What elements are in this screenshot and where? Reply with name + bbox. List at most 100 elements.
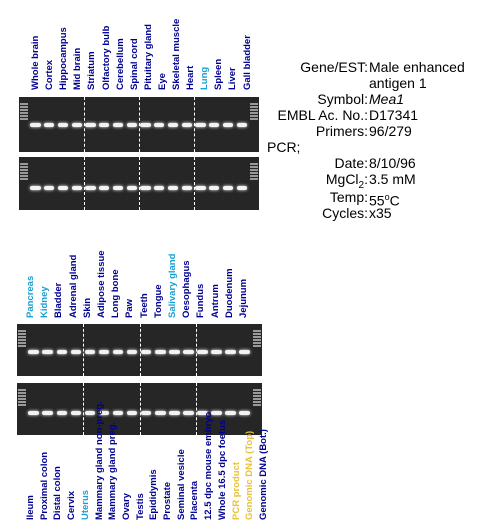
gel-panel2-top: [17, 324, 262, 376]
ladder-mark: [20, 112, 28, 114]
lane-label: Whole 16.5 dpc foetus: [216, 419, 228, 520]
gel-band: [85, 123, 96, 127]
ladder-mark: [20, 163, 28, 165]
ladder-mark: [18, 339, 26, 341]
ladder-mark: [253, 339, 261, 341]
ladder-mark: [20, 106, 28, 108]
gel-panel2-bottom: [17, 383, 262, 435]
ladder-mark: [250, 163, 258, 165]
gel-panel1-bottom: [19, 157, 259, 210]
gel-band: [28, 411, 39, 415]
ladder-mark: [253, 336, 261, 338]
lane-divider: [83, 324, 85, 376]
ladder-mark: [18, 401, 26, 403]
lane-label: Skin: [81, 297, 93, 318]
gel-band: [183, 411, 194, 415]
gel-band: [42, 350, 54, 354]
gel-band: [167, 123, 179, 127]
ladder-mark: [250, 178, 258, 180]
gel-band: [195, 186, 206, 190]
gel-band: [99, 186, 110, 190]
lane-divider: [139, 324, 141, 376]
primers-label: Primers:: [315, 123, 368, 139]
ladder-mark: [18, 345, 26, 347]
gel-band: [85, 186, 96, 190]
embl-label: EMBL Ac. No.:: [277, 107, 368, 123]
lane-label: Adipose tissue: [96, 250, 107, 318]
lane-divider: [194, 157, 195, 210]
gel-band: [154, 350, 166, 354]
symbol-value: Mea1: [369, 91, 405, 107]
ladder-mark: [253, 342, 261, 344]
gene-value-line1: Male enhanced: [369, 59, 465, 75]
gel-band: [84, 411, 96, 415]
ladder-mark: [250, 112, 258, 114]
gel-band: [57, 123, 69, 127]
mgcl-label: MgCl2:: [325, 171, 368, 191]
lane-label: Duodenum: [223, 268, 235, 318]
gel-panel1-top: [19, 97, 259, 152]
lane-label: Bladder: [53, 282, 65, 318]
lane-divider: [194, 97, 195, 152]
lane-divider: [84, 97, 85, 152]
gel-band: [126, 411, 138, 415]
pcr-label: PCR;: [267, 139, 301, 155]
ladder-mark: [20, 115, 28, 117]
gel-band: [209, 123, 220, 127]
gel-band: [140, 411, 152, 415]
temp-label: Temp:: [329, 189, 368, 205]
ladder-mark: [18, 333, 26, 335]
ladder-mark: [18, 389, 26, 391]
ladder-mark: [18, 398, 26, 400]
lane-label: Epididymis: [148, 469, 160, 520]
gel-band: [169, 411, 180, 415]
ladder-mark: [20, 175, 28, 177]
gel-band: [84, 350, 96, 354]
gel-band: [154, 123, 165, 127]
gel-band: [239, 411, 250, 415]
date-value: 8/10/96: [369, 155, 416, 171]
lane-divider: [195, 383, 197, 435]
gel-band: [99, 123, 110, 127]
ladder-mark: [20, 166, 28, 168]
lane-divider: [139, 157, 140, 210]
gel-band: [56, 411, 68, 415]
gel-band: [71, 123, 82, 127]
ladder-mark: [18, 336, 26, 338]
ladder-mark: [18, 392, 26, 394]
gel-band: [195, 123, 206, 127]
gel-band: [236, 186, 247, 190]
lane-label: Teeth: [138, 293, 150, 318]
symbol-label: Symbol:: [317, 91, 368, 107]
gel-band: [98, 350, 110, 354]
lane-label: 12.5 dpc mouse embryo: [203, 411, 215, 520]
gel-band: [126, 186, 137, 190]
gene-value-line2: antigen 1: [369, 75, 427, 91]
gel-band: [222, 123, 234, 127]
ladder-mark: [253, 395, 261, 397]
ladder-mark: [20, 109, 28, 111]
ladder-mark: [20, 178, 28, 180]
ladder-mark: [250, 166, 258, 168]
lane-divider: [139, 383, 141, 435]
ladder-mark: [20, 118, 28, 120]
lane-label: Long bone: [110, 269, 122, 318]
gel-band: [112, 411, 124, 415]
gel-band: [239, 350, 250, 354]
lane-label: Tongue: [152, 284, 164, 318]
lane-label: Prostate: [162, 481, 173, 520]
ladder-mark: [250, 118, 258, 120]
ladder-mark: [253, 401, 261, 403]
ladder-mark: [250, 103, 258, 105]
ladder-mark: [253, 345, 261, 347]
cycles-label: Cycles:: [322, 205, 368, 221]
gel-band: [181, 186, 192, 190]
ladder-mark: [250, 172, 258, 174]
gel-band: [197, 350, 208, 354]
embl-value: D17341: [369, 107, 419, 123]
gel-band: [30, 186, 41, 190]
lane-divider: [195, 324, 197, 376]
gel-band: [225, 350, 236, 354]
lane-label: Adrenal gland: [67, 254, 79, 318]
lane-label: Mammary gland non-preg.: [93, 401, 105, 520]
